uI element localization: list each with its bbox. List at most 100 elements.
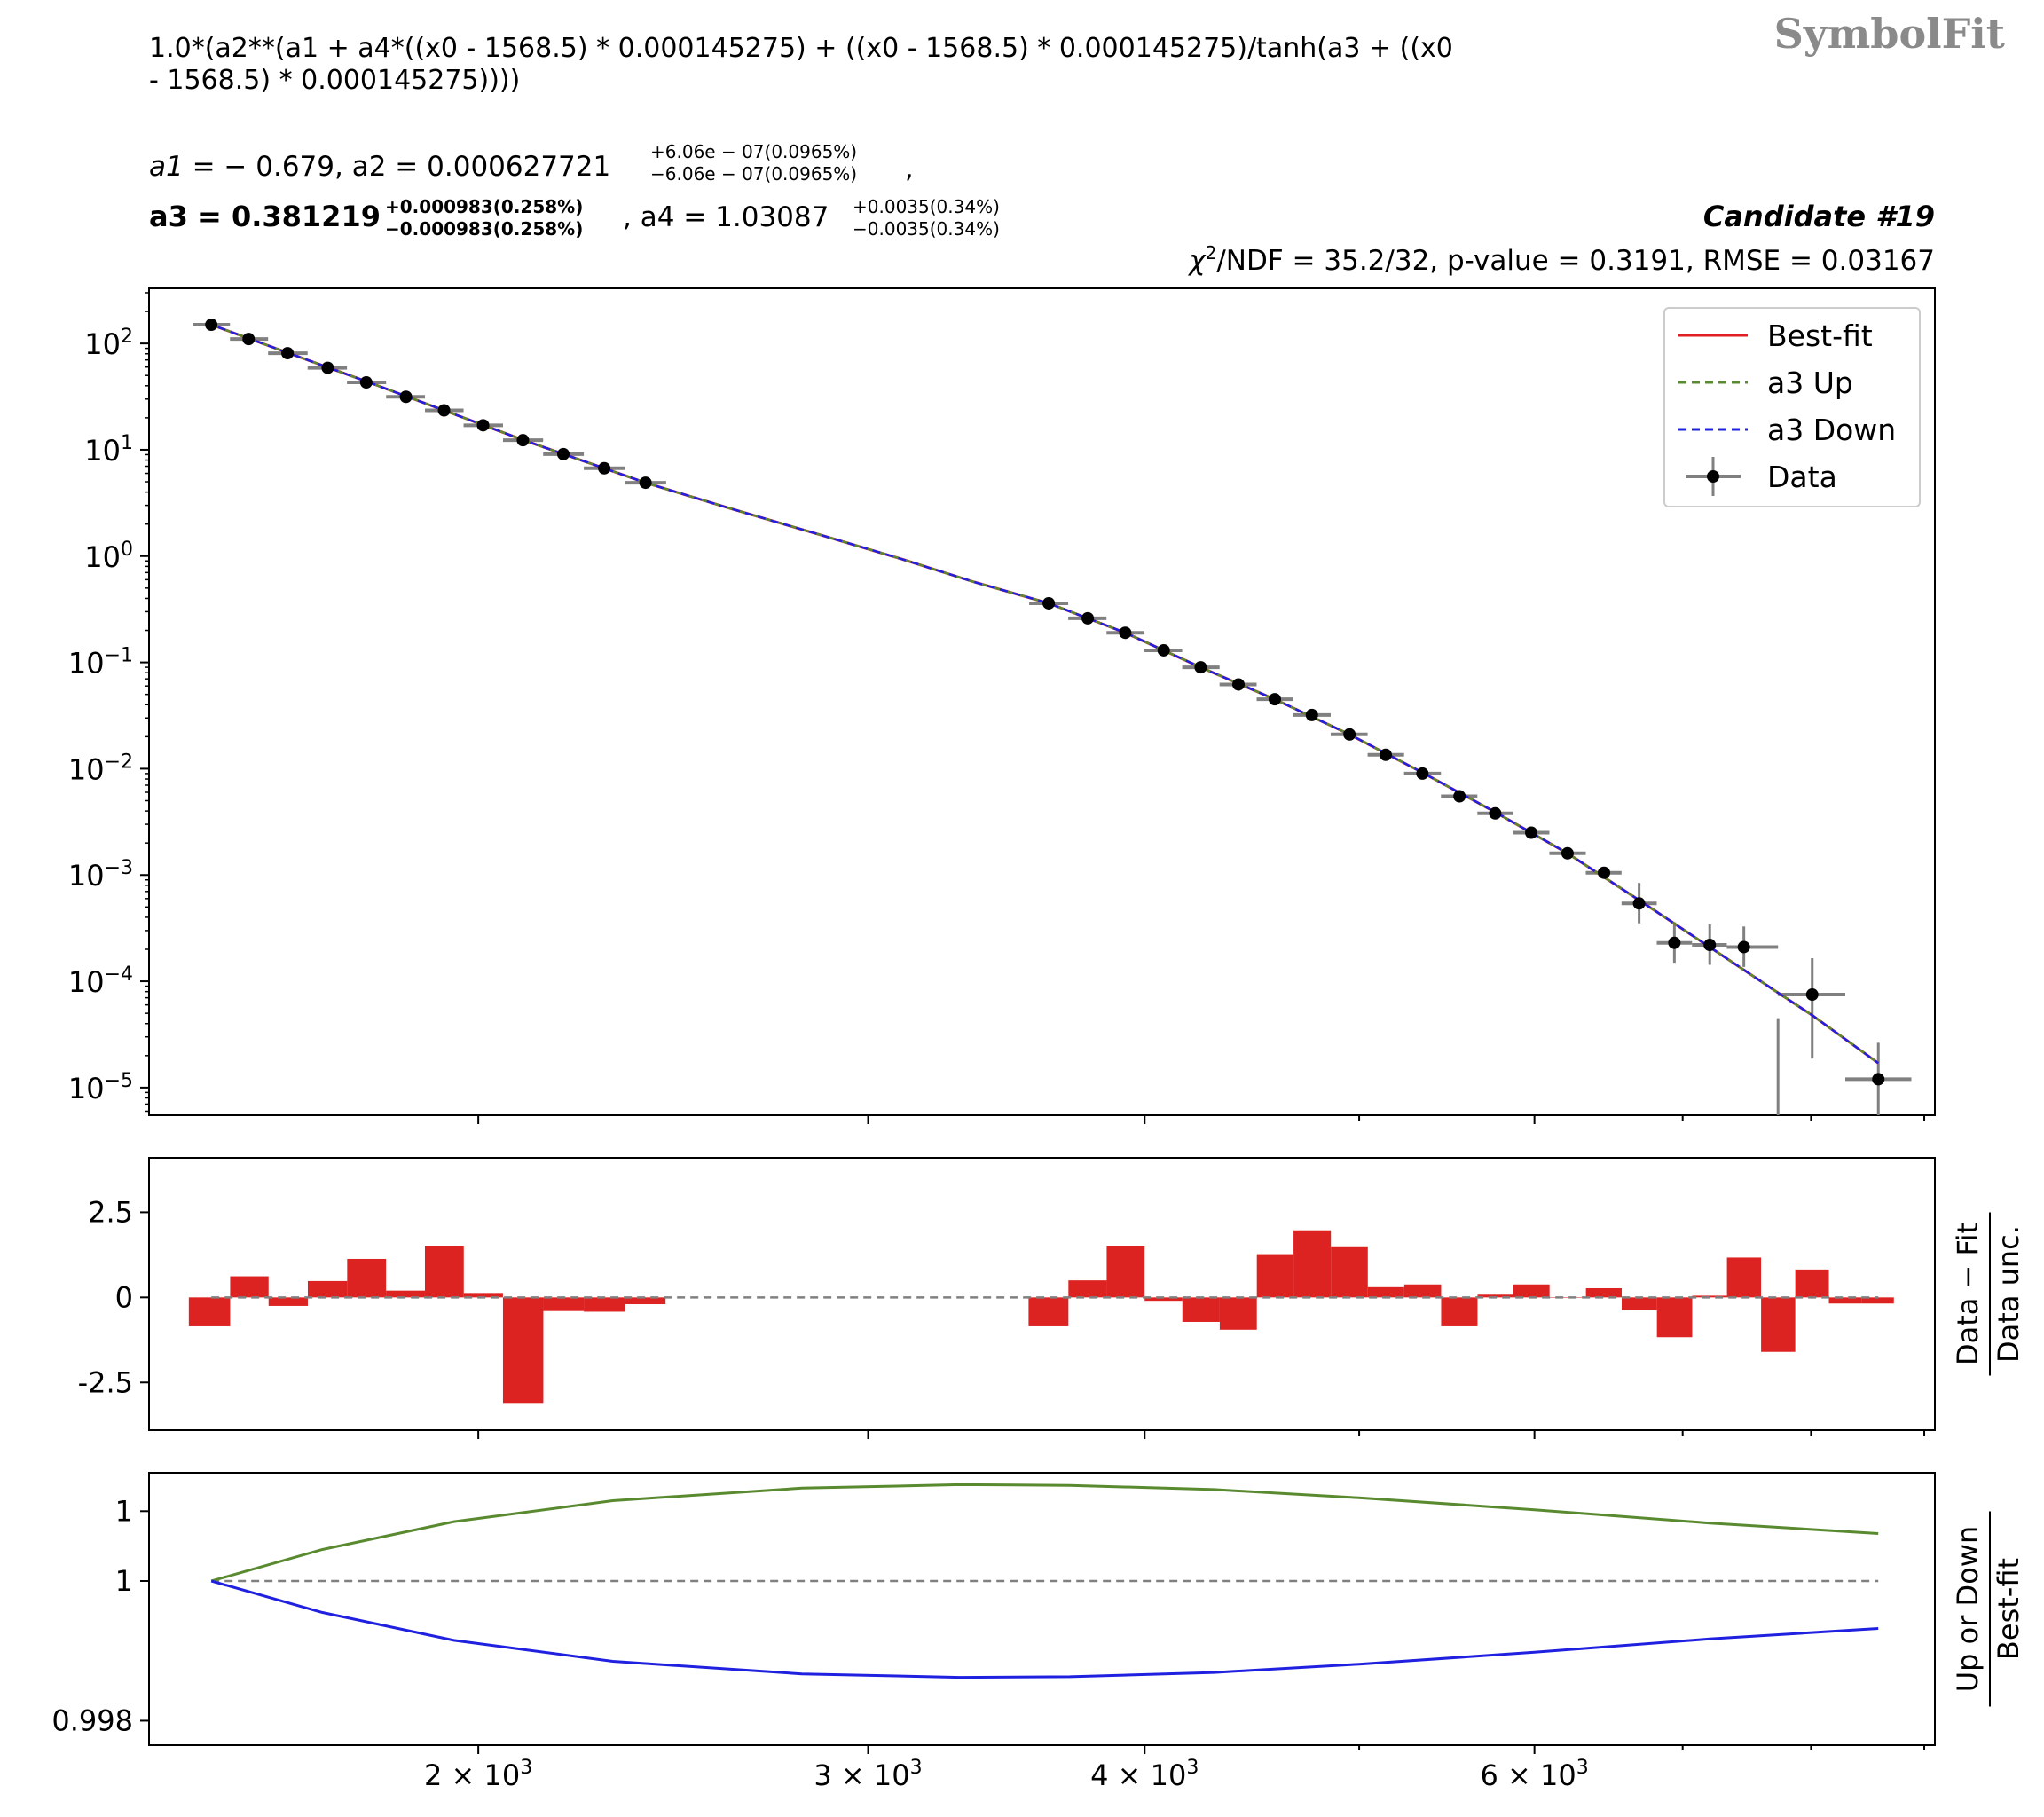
data-point <box>1119 626 1132 640</box>
data-point <box>1668 936 1681 949</box>
x-tick-label-exponent: 3 <box>910 1757 923 1779</box>
legend-data-marker <box>1707 470 1719 483</box>
ratio-y-tick-label: 1 <box>115 1494 133 1528</box>
main-y-tick-label-exponent: −3 <box>105 857 133 879</box>
fit-stats-chi: χ <box>1187 245 1207 277</box>
legend-a3-up-label: a3 Up <box>1767 366 1853 400</box>
residual-bar <box>386 1290 425 1298</box>
residual-bar <box>347 1258 387 1298</box>
data-point <box>1232 678 1246 691</box>
residual-bar <box>1795 1269 1829 1298</box>
data-point <box>1525 826 1538 839</box>
residual-bar <box>1726 1257 1762 1298</box>
main-y-tick-label-exponent: −1 <box>105 645 133 667</box>
main-y-tick-label: 101 <box>84 432 133 468</box>
data-point <box>1379 748 1392 761</box>
a3-down-curve <box>210 323 1879 1065</box>
param-a2-up: +6.06e − 07(0.0965%) <box>650 141 857 162</box>
main-y-tick-label-exponent: −2 <box>105 751 133 773</box>
formula-line-2: - 1568.5) * 0.000145275)))) <box>149 65 520 96</box>
residual-ylabel-denominator: Data unc. <box>1992 1225 2025 1363</box>
x-tick-label-base: 3 × 10 <box>814 1758 909 1792</box>
data-point <box>639 476 652 490</box>
data-point <box>1489 806 1502 820</box>
data-point <box>1805 988 1819 1002</box>
main-y-tick-label: 10−3 <box>68 857 133 893</box>
ratio-y-axis-label: Up or Down Best-fit <box>1951 1511 2025 1707</box>
ratio-y-tick-label: 0.998 <box>51 1703 133 1737</box>
residual-bar <box>1028 1297 1069 1326</box>
data-point <box>1737 940 1750 954</box>
legend-a3-down-label: a3 Down <box>1767 413 1896 447</box>
param-a1-name: a1 <box>149 151 184 183</box>
data-point <box>1305 708 1318 721</box>
data-point <box>1081 611 1095 625</box>
ratio-y-tick-label: 1 <box>115 1564 133 1598</box>
x-tick-label: 4 × 103 <box>1090 1757 1199 1792</box>
fit-stats: χ2/NDF = 35.2/32, p-value = 0.3191, RMSE… <box>1187 242 1935 277</box>
data-point <box>359 376 373 389</box>
param-a2-equals: = <box>386 151 427 183</box>
main-y-tick-label: 10−2 <box>68 751 133 786</box>
param-a3-name: a3 <box>149 200 188 233</box>
data-point <box>1416 767 1429 780</box>
symbolfit-logo: SymbolFit <box>1774 10 2006 58</box>
formula-line-1: 1.0*(a2**(a1 + a4*((x0 - 1568.5) * 0.000… <box>149 33 1453 64</box>
main-y-tick-label-base: 10 <box>68 965 105 999</box>
param-a3-up: +0.000983(0.258%) <box>385 196 583 217</box>
main-y-tick-label-base: 10 <box>68 647 105 680</box>
residual-bar <box>584 1297 625 1312</box>
data-point <box>242 333 256 346</box>
param-a4-name: a4 <box>641 201 675 233</box>
main-y-tick-label: 102 <box>84 326 133 361</box>
main-y-tick-label-exponent: −5 <box>105 1070 133 1092</box>
shared-x-axis: 2 × 103 3 × 103 4 × 103 6 × 103 <box>424 1115 1926 1792</box>
x-tick-label-exponent: 3 <box>1186 1757 1199 1779</box>
param-a4-up: +0.0035(0.34%) <box>853 196 1000 217</box>
legend-best-fit-label: Best-fit <box>1767 319 1873 353</box>
residual-bar <box>1656 1297 1693 1338</box>
residual-bar <box>1403 1284 1442 1298</box>
residual-bar <box>188 1297 231 1326</box>
data-point <box>557 447 570 460</box>
main-y-tick-label-base: 10 <box>84 327 121 361</box>
ratio-ylabel-numerator: Up or Down <box>1951 1526 1985 1692</box>
fit-stats-chi-exponent: 2 <box>1206 242 1217 264</box>
param-sep-1: , <box>334 151 352 183</box>
x-tick-label: 2 × 103 <box>424 1757 532 1792</box>
residual-bar <box>1477 1294 1513 1298</box>
data-point <box>1343 728 1356 741</box>
residual-y-axis-label: Data − Fit Data unc. <box>1951 1212 2025 1376</box>
main-y-tick-label-exponent: −4 <box>105 964 133 986</box>
data-point <box>1453 790 1466 803</box>
x-tick-label-exponent: 3 <box>1576 1757 1589 1779</box>
residual-bar <box>625 1297 666 1305</box>
residual-bar <box>1828 1297 1862 1304</box>
data-point <box>1561 846 1574 860</box>
main-y-tick-label: 100 <box>84 539 133 574</box>
param-line-1: a1 = − 0.679, a2 = 0.000627721 <box>149 151 610 183</box>
residual-bar <box>1144 1297 1183 1302</box>
ratio-plot-frame <box>148 1472 1936 1746</box>
residual-bar <box>1331 1246 1368 1298</box>
main-y-tick-label-base: 10 <box>84 434 121 468</box>
param-a4-down: −0.0035(0.34%) <box>853 218 1000 240</box>
residual-bar <box>1513 1284 1550 1298</box>
residual-bar <box>1182 1297 1220 1322</box>
residual-y-tick-label: -2.5 <box>78 1365 133 1399</box>
param-a3: a3 = 0.381219 <box>149 200 381 233</box>
legend-box <box>1663 307 1921 507</box>
data-point <box>1268 693 1281 706</box>
data-point <box>1632 897 1646 910</box>
residual-y-tick-label: 0 <box>115 1280 133 1314</box>
main-y-tick-label-exponent: 0 <box>121 539 133 561</box>
fit-stats-values: /NDF = 35.2/32, p-value = 0.3191, RMSE =… <box>1216 245 1935 277</box>
main-y-tick-label-base: 10 <box>68 859 105 893</box>
residual-bar <box>1106 1246 1145 1298</box>
param-a1-equals: = <box>184 151 224 183</box>
main-plot-panel: 10210110010−110−210−310−410−5Best-fita3 … <box>68 287 1936 1116</box>
x-tick-label-base: 2 × 10 <box>424 1758 520 1792</box>
data-point <box>437 404 451 417</box>
param-sep-2: , <box>623 201 641 233</box>
